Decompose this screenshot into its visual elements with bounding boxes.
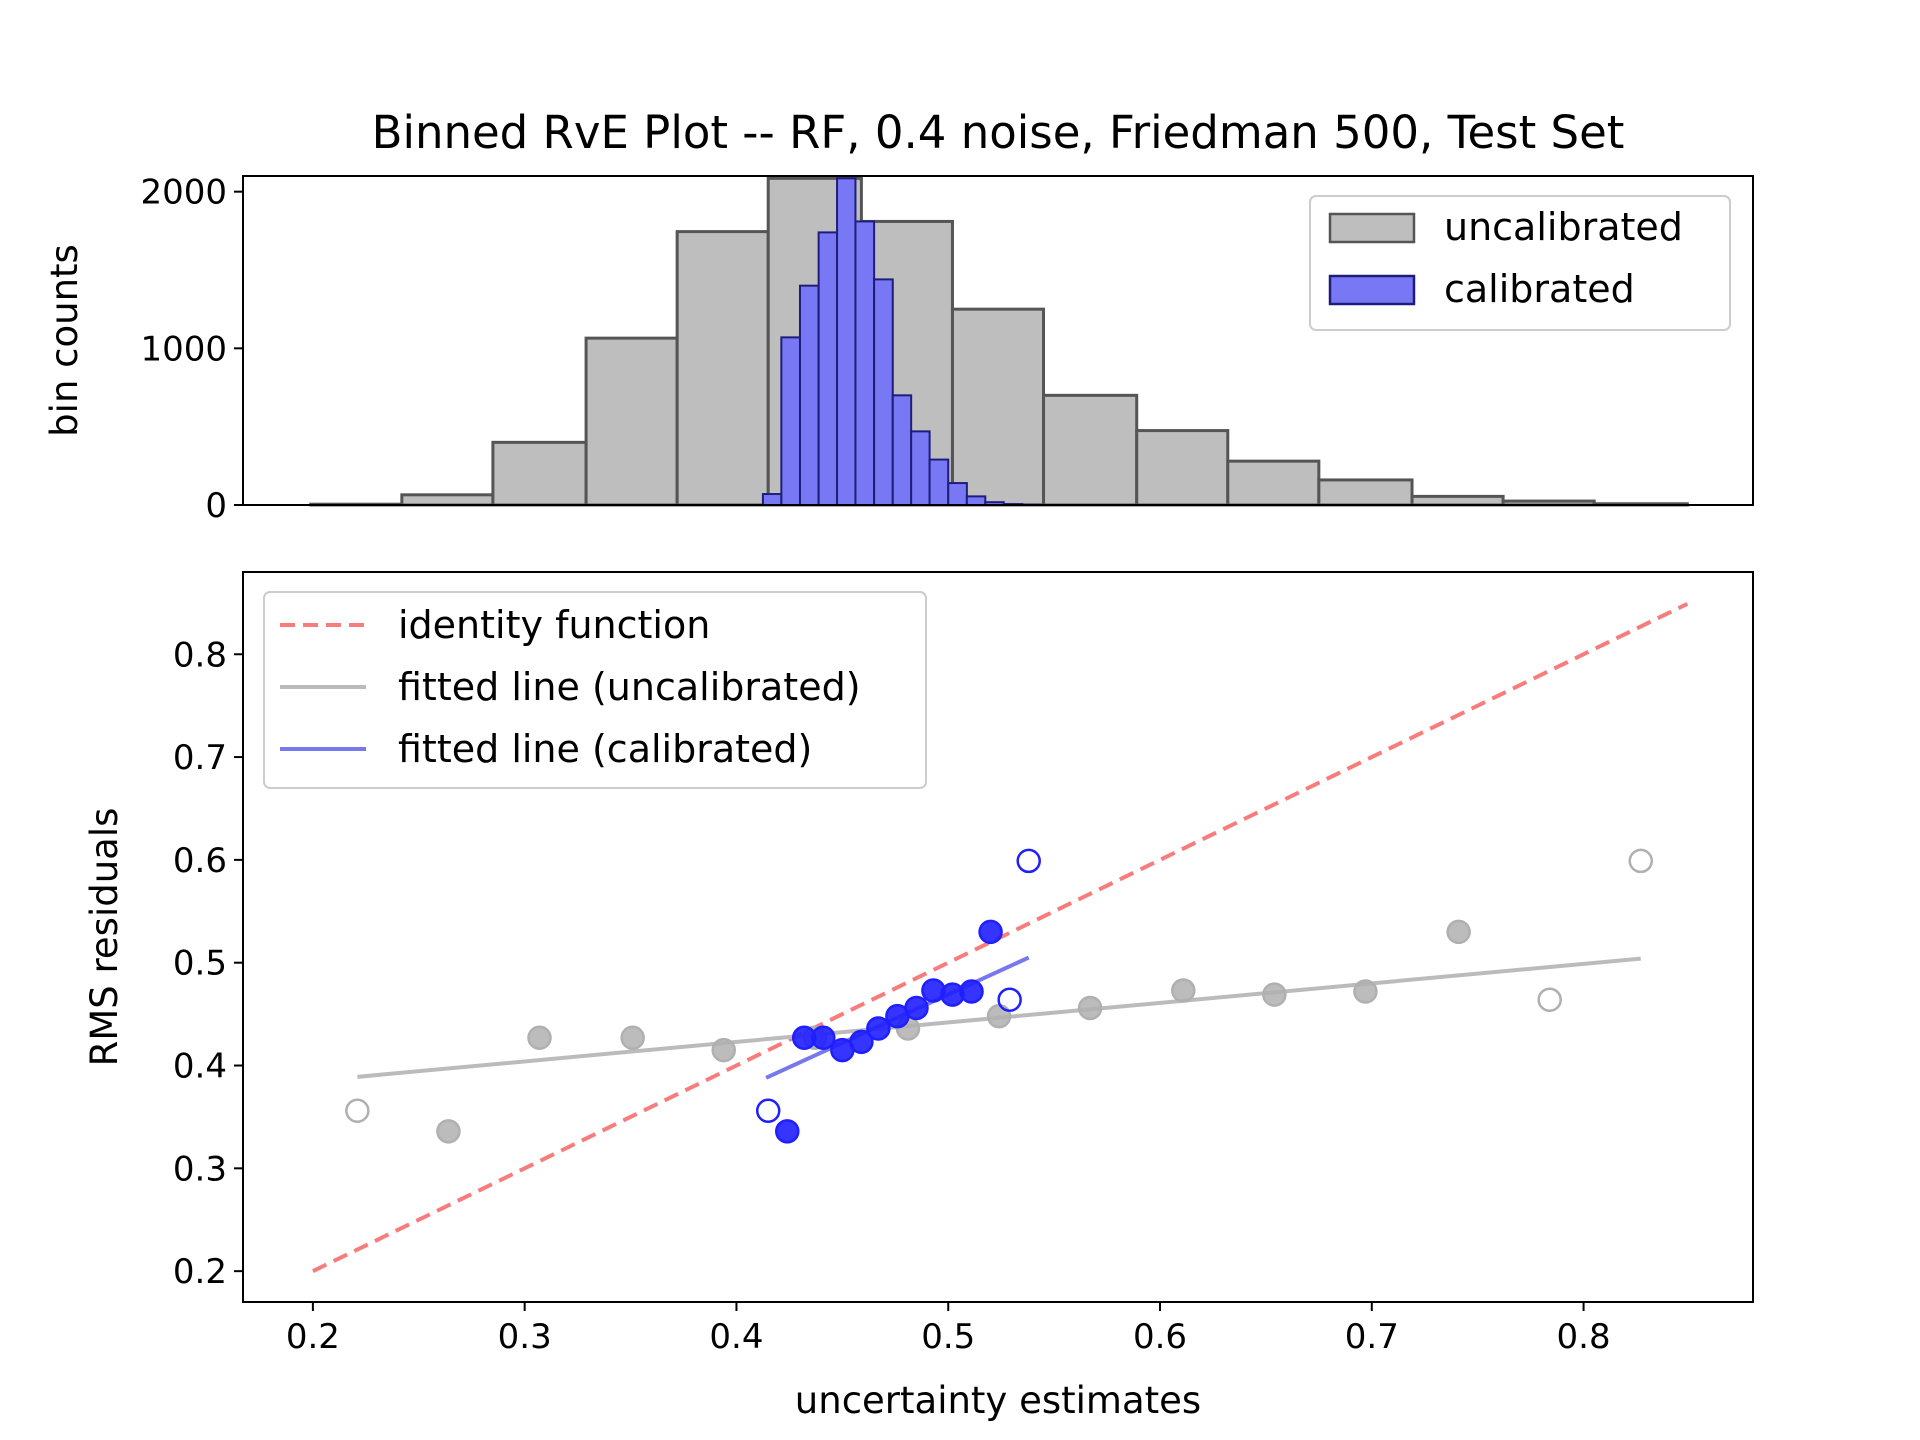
x-tick-label: 0.8 — [1557, 1317, 1611, 1357]
bar — [947, 482, 968, 507]
bar — [891, 394, 913, 507]
data-point — [345, 1098, 370, 1124]
data-point — [849, 1029, 874, 1055]
legend-box — [263, 591, 927, 789]
x-axis-label: uncertainty estimates — [795, 1379, 1201, 1422]
x-tick-label: 0.5 — [921, 1317, 975, 1357]
bar — [836, 177, 857, 506]
histogram-frame — [242, 175, 1754, 506]
bar — [1135, 429, 1230, 507]
x-tick-label: 0.2 — [286, 1317, 340, 1357]
data-point — [1016, 848, 1041, 874]
data-point — [755, 1098, 781, 1124]
y-tick-label: 0.5 — [173, 944, 227, 984]
data-point — [527, 1025, 552, 1051]
data-point — [620, 1025, 645, 1051]
bar — [491, 440, 588, 507]
data-point — [986, 1003, 1012, 1029]
data-point — [1353, 979, 1378, 1004]
bar — [675, 230, 770, 507]
y-tick-label: 1000 — [140, 329, 227, 369]
y-tick-label: 0.8 — [173, 635, 227, 675]
scatter-series-calibrated — [755, 848, 1041, 1144]
data-point — [959, 979, 984, 1004]
y-tick-label: 0.7 — [173, 738, 227, 778]
bar — [780, 336, 801, 506]
bar — [1042, 393, 1139, 507]
data-point — [904, 995, 929, 1021]
scatter-frame — [242, 571, 1754, 1303]
x-tick-label: 0.6 — [1133, 1317, 1187, 1357]
chart-title: Binned RvE Plot -- RF, 0.4 noise, Friedm… — [372, 106, 1625, 159]
bar — [928, 458, 950, 507]
legend-swatch-uncalibrated — [1328, 212, 1416, 244]
bar — [910, 430, 931, 506]
y-axis-label: RMS residuals — [83, 808, 126, 1067]
data-point — [1262, 982, 1287, 1007]
scatter-panel: 0.2 0.3 0.4 0.5 0.6 0.7 0.8 0.2 0.3 0.4 0.5 0.6 0.7 0… — [83, 571, 1754, 1422]
data-point — [997, 987, 1022, 1012]
histogram-series-uncalibrated — [309, 176, 1689, 507]
bar — [965, 495, 987, 506]
bar — [854, 220, 876, 507]
data-point — [978, 919, 1003, 945]
histogram-legend: uncalibrated calibrated — [1309, 195, 1731, 331]
y-tick-label: 0.3 — [173, 1149, 227, 1189]
y-tick-label: 0.4 — [173, 1047, 227, 1087]
bar — [400, 493, 495, 507]
y-tick-label: 0 — [205, 486, 227, 526]
bar — [873, 278, 894, 506]
legend-label: uncalibrated — [1444, 205, 1683, 249]
bar — [1226, 459, 1321, 507]
bar — [584, 336, 679, 507]
histogram-series-calibrated — [761, 177, 1042, 507]
data-point — [1077, 995, 1103, 1021]
data-point — [436, 1119, 461, 1144]
bar — [798, 284, 820, 506]
data-point — [1628, 848, 1654, 874]
data-point — [1171, 978, 1196, 1003]
y-tick-label: 0.2 — [173, 1252, 227, 1292]
legend-label: fitted line (uncalibrated) — [398, 665, 861, 709]
bar — [817, 231, 839, 506]
legend-label: calibrated — [1444, 267, 1635, 311]
bar — [761, 493, 783, 506]
legend-swatch-calibrated — [1328, 274, 1416, 306]
x-tick-label: 0.3 — [498, 1317, 552, 1357]
scatter-legend: identity function fitted line (uncalibrat… — [263, 591, 927, 789]
data-point — [775, 1119, 800, 1144]
data-point — [1446, 919, 1471, 945]
bar — [1317, 478, 1414, 507]
y-tick-label: 0.6 — [173, 841, 227, 881]
data-point — [711, 1037, 736, 1063]
legend-label: identity function — [398, 603, 710, 647]
data-point — [1537, 987, 1562, 1012]
legend-label: fitted line (calibrated) — [398, 727, 812, 771]
x-tick-label: 0.7 — [1345, 1317, 1399, 1357]
x-tick-label: 0.4 — [709, 1317, 763, 1357]
histogram-panel: 0 1000 2000 bin counts uncalibrated calibrate… — [43, 173, 1754, 526]
data-point — [866, 1016, 891, 1041]
bar — [1410, 494, 1505, 507]
bar — [950, 307, 1046, 507]
y-axis-label: bin counts — [43, 244, 86, 437]
y-tick-label: 2000 — [140, 173, 227, 213]
data-point — [811, 1025, 836, 1051]
